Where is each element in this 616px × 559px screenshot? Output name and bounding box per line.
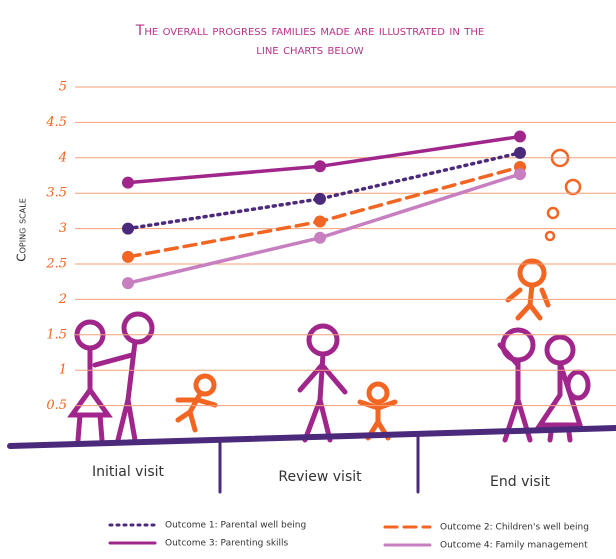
y-tick-label: 3.5 (46, 186, 67, 201)
marker (314, 215, 326, 228)
y-axis-label: Coping scale (15, 198, 29, 262)
marker (514, 168, 526, 181)
y-tick-label: 2.5 (45, 257, 67, 272)
y-tick-label: 2 (58, 292, 67, 307)
legend-label: Outcome 3: Parenting skills (165, 539, 289, 549)
y-tick-label: 0.5 (46, 398, 67, 413)
marker (314, 160, 326, 173)
marker (514, 146, 526, 159)
x-tick-label: Initial visit (92, 464, 165, 480)
marker (122, 250, 134, 263)
legend-label: Outcome 2: Children's well being (440, 523, 589, 533)
marker (514, 130, 526, 143)
decoration (7, 148, 616, 494)
x-tick-label: End visit (490, 474, 550, 490)
y-tick-label: 1.5 (46, 327, 67, 342)
marker (122, 222, 134, 235)
y-tick-label: 4.5 (45, 115, 67, 130)
series-line (126, 165, 522, 259)
x-tick-label: Review visit (278, 469, 362, 485)
y-tick-label: 5 (59, 80, 67, 95)
series-line (126, 134, 522, 185)
marker (314, 231, 326, 244)
marker (122, 176, 134, 189)
legend-label: Outcome 1: Parental well being (165, 521, 306, 531)
y-tick-label: 1 (59, 363, 67, 378)
y-tick-label: 4 (58, 150, 67, 165)
chart-title: The overall progress families made are i… (135, 23, 485, 58)
marker (314, 192, 326, 205)
legend-label: Outcome 4: Family management (440, 541, 588, 551)
y-tick-label: 3 (59, 221, 67, 236)
marker (122, 277, 134, 290)
